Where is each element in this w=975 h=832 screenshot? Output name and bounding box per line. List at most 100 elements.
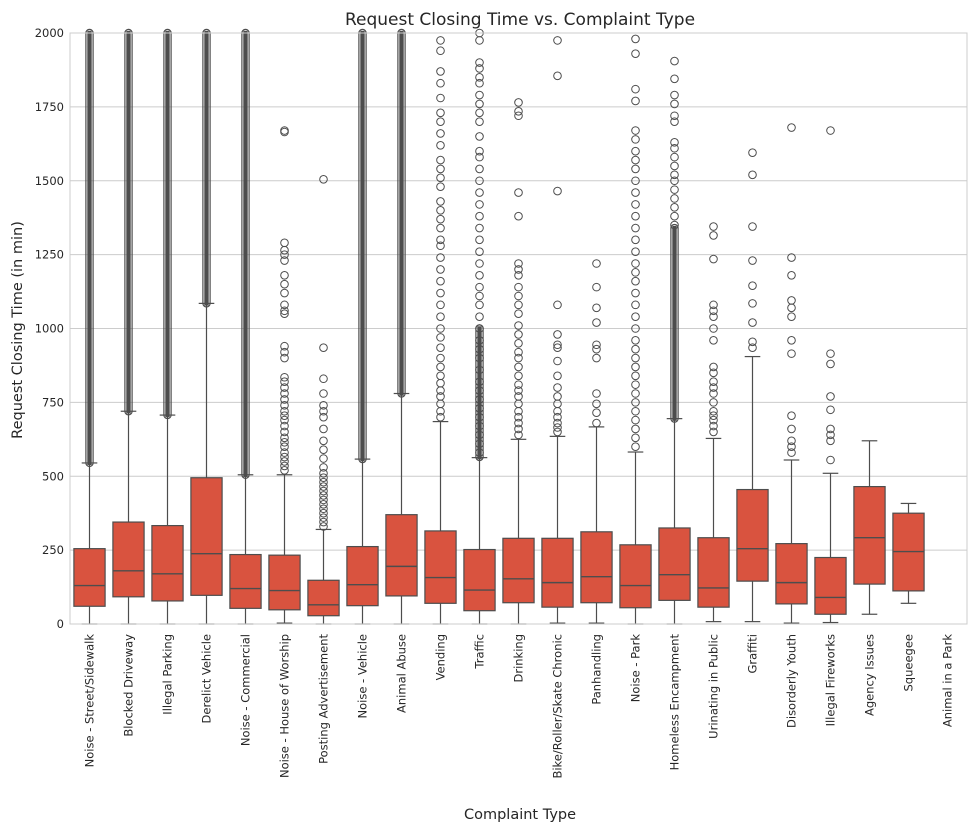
outlier-point <box>514 107 523 116</box>
box-iqr <box>385 514 418 597</box>
outlier-point <box>631 276 640 286</box>
outlier-point <box>748 337 757 347</box>
dense-outliers-outline <box>85 28 94 468</box>
box-group <box>307 174 340 625</box>
outlier-point <box>592 399 601 409</box>
outlier-point <box>709 383 718 392</box>
outlier-point <box>475 259 484 268</box>
outlier-point <box>319 491 328 500</box>
outlier-point <box>826 405 835 415</box>
outlier-point <box>787 303 796 313</box>
outlier-point <box>826 436 835 446</box>
outlier-point <box>631 34 640 44</box>
dense-outliers-outline <box>202 28 211 308</box>
outlier-point <box>553 399 562 409</box>
outlier-point <box>319 406 328 416</box>
outlier-point <box>436 235 445 245</box>
outlier-point <box>592 282 601 292</box>
outlier-point <box>670 220 679 230</box>
outlier-point <box>670 99 679 109</box>
outlier-point <box>631 176 640 186</box>
outlier-point <box>631 300 640 310</box>
outlier-point <box>670 90 679 100</box>
outlier-point <box>280 442 289 452</box>
outlier-point <box>475 336 484 345</box>
outlier-point <box>319 468 328 478</box>
outlier-point <box>436 182 445 191</box>
plot-frame <box>69 32 968 625</box>
outlier-point <box>280 437 289 447</box>
outlier-point <box>826 126 835 135</box>
outlier-point <box>670 161 679 171</box>
outlier-point <box>709 427 718 437</box>
outlier-point <box>319 463 328 472</box>
x-tick-label: Illegal Parking <box>161 634 175 715</box>
outlier-point <box>631 324 640 333</box>
outlier-point <box>631 146 640 156</box>
outlier-point <box>280 372 289 382</box>
box-iqr <box>307 579 340 617</box>
outlier-point <box>319 517 328 527</box>
box-iqr <box>775 543 808 605</box>
outlier-point <box>514 386 523 395</box>
outlier-point <box>280 271 289 280</box>
outlier-point <box>319 389 328 398</box>
outlier-point <box>319 482 328 491</box>
outlier-point <box>280 306 289 316</box>
outlier-point <box>514 347 523 357</box>
outlier-point <box>475 430 484 440</box>
x-tick-label: Graffiti <box>746 634 760 674</box>
y-tick-label: 1000 <box>35 322 64 336</box>
outlier-point <box>436 333 445 342</box>
outlier-point <box>280 256 289 265</box>
outlier-point <box>748 148 757 157</box>
outlier-point <box>514 111 523 121</box>
box-group <box>580 259 613 624</box>
x-tick-label: Drinking <box>512 634 526 683</box>
outlier-point <box>475 377 484 386</box>
outlier-point <box>553 36 562 45</box>
outlier-point <box>475 132 484 141</box>
box-group <box>346 28 379 625</box>
outlier-point <box>436 117 445 126</box>
outlier-point <box>670 176 679 186</box>
outlier-point <box>436 412 445 422</box>
outlier-point <box>631 353 640 363</box>
outlier-point <box>514 259 523 268</box>
outlier-point <box>787 336 796 345</box>
outlier-point <box>436 406 445 416</box>
outlier-point <box>631 406 640 416</box>
outlier-point <box>475 223 484 233</box>
outlier-point <box>436 353 445 363</box>
x-axis-label: Complaint Type <box>464 807 576 823</box>
box-group <box>229 28 262 625</box>
outlier-point <box>436 288 445 298</box>
x-tick-label: Noise - Park <box>629 634 643 703</box>
outlier-point <box>319 174 328 184</box>
outlier-point <box>514 371 523 381</box>
outlier-point <box>631 211 640 221</box>
outlier-point <box>475 412 484 422</box>
outlier-point <box>436 78 445 88</box>
outlier-point <box>280 300 289 310</box>
box-group <box>814 126 847 624</box>
box-group <box>385 28 418 625</box>
outlier-point <box>709 336 718 345</box>
outlier-point <box>631 442 640 452</box>
outlier-point <box>280 389 289 398</box>
outlier-point <box>280 395 289 404</box>
outlier-point <box>436 300 445 310</box>
outlier-point <box>631 344 640 354</box>
outlier-point <box>280 406 289 416</box>
outlier-point <box>670 185 679 194</box>
outlier-point <box>280 377 289 386</box>
outlier-point <box>553 343 562 353</box>
outlier-point <box>553 71 562 81</box>
outlier-point <box>475 353 484 363</box>
outlier-point <box>631 268 640 277</box>
outlier-point <box>475 200 484 209</box>
outlier-point <box>319 436 328 446</box>
box-group <box>892 502 925 604</box>
box-iqr <box>541 537 574 608</box>
outlier-point <box>319 473 328 483</box>
